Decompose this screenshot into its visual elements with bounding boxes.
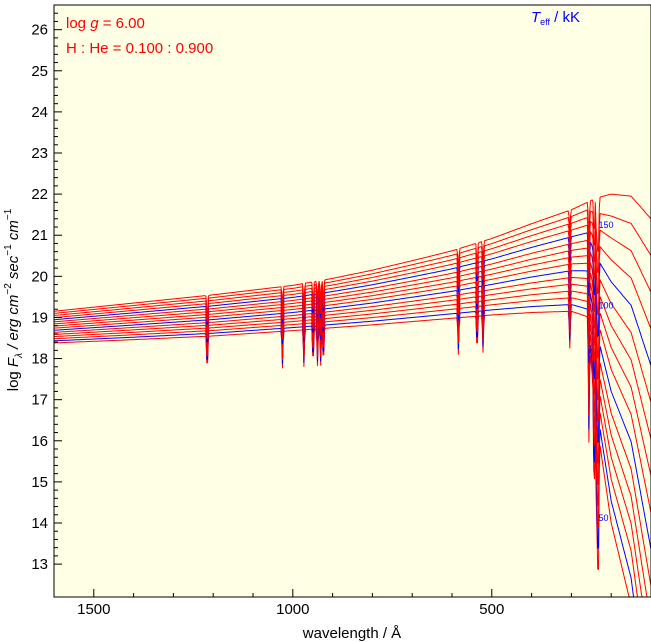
model-curve-190 — [53, 193, 651, 312]
y-tick-label-21: 21 — [31, 227, 48, 244]
curve-label-150: 150 — [599, 220, 614, 230]
axes: 13 14 15 16 17 18 19 20 21 22 23 24 25 26 1500 1000 500 — [31, 4, 651, 618]
model-curves — [53, 193, 651, 598]
model-curve-130 — [54, 247, 651, 440]
y-tick-label-25: 25 — [31, 63, 48, 80]
y-tick-label-22: 22 — [31, 186, 48, 203]
y-tick-label-26: 26 — [31, 22, 48, 39]
y-axis-title: log Fλ / erg cm−2 sec−1 cm−1 — [3, 208, 25, 391]
model-curve-180 — [53, 209, 651, 315]
model-curve-50 — [54, 304, 651, 598]
model-curve-170 — [53, 217, 651, 318]
y-tick-label-17: 17 — [31, 392, 48, 409]
y-tick-label-15: 15 — [31, 474, 48, 491]
model-curve-60 — [54, 297, 651, 598]
model-curve-90 — [53, 277, 651, 587]
y-tick-label-20: 20 — [31, 268, 48, 285]
model-curve-140 — [54, 240, 651, 403]
y-tick-label-13: 13 — [31, 556, 48, 573]
model-curve-120 — [53, 255, 651, 477]
x-tick-label-1500: 1500 — [77, 601, 110, 618]
x-axis-title: wavelength / Å — [302, 625, 401, 642]
model-curve-80 — [53, 283, 651, 598]
y-tick-label-14: 14 — [31, 515, 48, 532]
model-curve-40 — [54, 310, 651, 598]
composition-annotation: H : He = 0.100 : 0.900 — [66, 40, 213, 57]
y-tick-label-24: 24 — [31, 104, 48, 121]
y-tick-label-18: 18 — [31, 351, 48, 368]
model-curve-70 — [54, 290, 651, 598]
x-tick-label-500: 500 — [479, 601, 504, 618]
plot-background — [54, 5, 651, 597]
curve-label-50: 50 — [599, 513, 609, 523]
curve-labels: 150 100 50 — [599, 220, 614, 523]
curve-label-100: 100 — [599, 300, 614, 310]
teff-annotation: Teff / kK — [531, 9, 580, 27]
model-curve-160 — [53, 224, 651, 330]
logg-annotation: log g = 6.00 — [66, 15, 145, 32]
model-curve-150 — [54, 232, 651, 366]
y-tick-label-19: 19 — [31, 309, 48, 326]
y-tick-label-23: 23 — [31, 145, 48, 162]
y-tick-label-16: 16 — [31, 433, 48, 450]
model-curve-100 — [53, 270, 651, 550]
x-tick-label-1000: 1000 — [276, 601, 309, 618]
model-curve-110 — [53, 262, 651, 513]
